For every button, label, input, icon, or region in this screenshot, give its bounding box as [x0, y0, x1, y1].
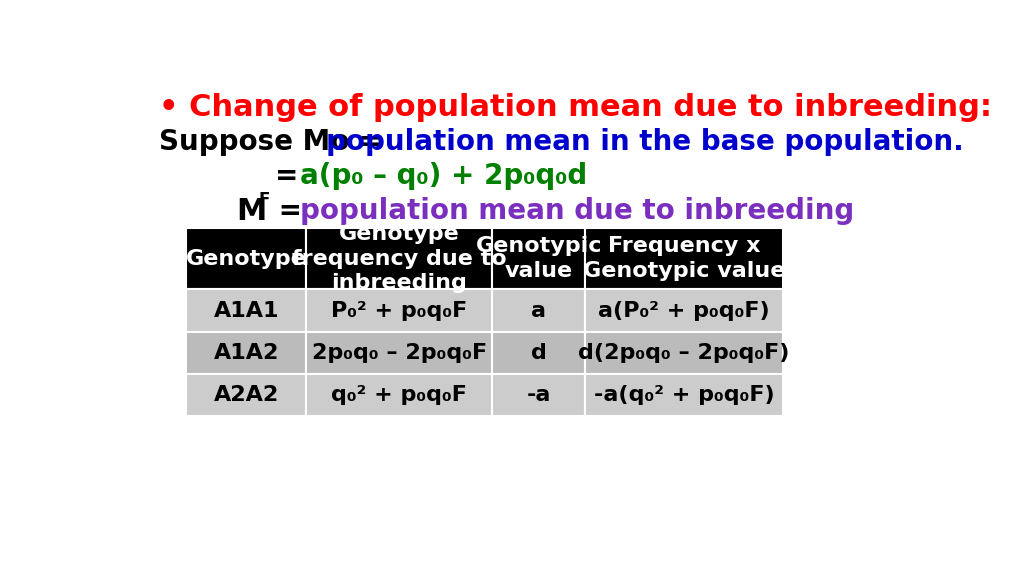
Bar: [186, 332, 306, 374]
Text: -a(q₀² + p₀q₀F): -a(q₀² + p₀q₀F): [594, 385, 774, 405]
Bar: [186, 228, 306, 289]
Text: F: F: [258, 191, 269, 209]
Bar: [493, 289, 586, 332]
Bar: [586, 374, 783, 416]
Bar: [186, 374, 306, 416]
Bar: [306, 228, 493, 289]
Text: d: d: [530, 343, 547, 363]
Text: a(P₀² + p₀q₀F): a(P₀² + p₀q₀F): [598, 301, 770, 320]
Bar: [493, 374, 586, 416]
Text: A1A2: A1A2: [213, 343, 279, 363]
Text: Genotypic
value: Genotypic value: [475, 236, 602, 281]
Bar: [186, 289, 306, 332]
Text: Genotype: Genotype: [185, 248, 306, 268]
Text: a: a: [531, 301, 546, 320]
Bar: [306, 289, 493, 332]
Text: -a: -a: [526, 385, 551, 405]
Text: Frequency x
Genotypic value: Frequency x Genotypic value: [583, 236, 785, 281]
Text: P₀² + p₀q₀F: P₀² + p₀q₀F: [331, 301, 467, 320]
Text: 2p₀q₀ – 2p₀q₀F: 2p₀q₀ – 2p₀q₀F: [311, 343, 486, 363]
Bar: [493, 332, 586, 374]
Text: • Change of population mean due to inbreeding:: • Change of population mean due to inbre…: [159, 93, 992, 122]
Text: =: =: [275, 162, 308, 190]
Text: A1A1: A1A1: [213, 301, 279, 320]
Text: A2A2: A2A2: [214, 385, 279, 405]
Text: q₀² + p₀q₀F: q₀² + p₀q₀F: [332, 385, 467, 405]
Text: a(p₀ – q₀) + 2p₀q₀d: a(p₀ – q₀) + 2p₀q₀d: [300, 162, 588, 190]
Text: population mean in the base population.: population mean in the base population.: [326, 128, 964, 156]
Text: =: =: [269, 197, 311, 225]
Bar: [586, 332, 783, 374]
Text: M: M: [237, 197, 267, 226]
Bar: [586, 289, 783, 332]
Bar: [306, 332, 493, 374]
Text: d(2p₀q₀ – 2p₀q₀F): d(2p₀q₀ – 2p₀q₀F): [579, 343, 790, 363]
Text: Genotype
frequency due to
inbreeding: Genotype frequency due to inbreeding: [292, 223, 507, 293]
Bar: [586, 228, 783, 289]
Text: population mean due to inbreeding: population mean due to inbreeding: [300, 197, 854, 225]
Bar: [493, 228, 586, 289]
Text: Suppose Mo =: Suppose Mo =: [159, 128, 392, 156]
Bar: [306, 374, 493, 416]
